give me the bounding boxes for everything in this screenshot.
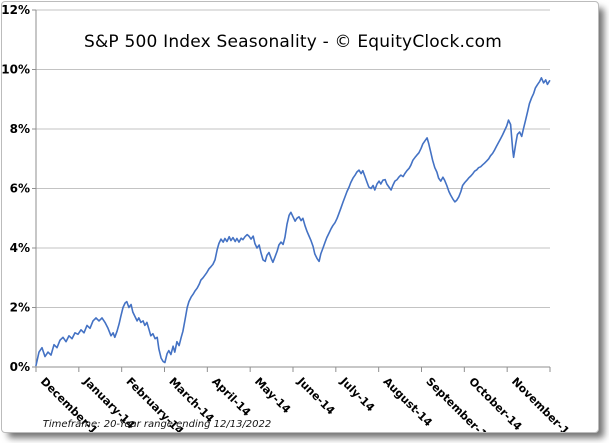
seasonality-line-chart: 0%2%4%6%8%10%12%December-14January-14Feb… [1,3,577,443]
x-axis-tick-label: May-14 [252,375,293,416]
y-axis-tick-label: 12% [2,3,30,17]
timeframe-note: Timeframe: 20-Year range ending 12/13/20… [42,419,272,430]
x-axis-tick-label: June-14 [294,374,337,417]
x-axis-tick-label: July-14 [337,374,377,414]
y-axis-tick-label: 8% [10,122,30,136]
y-axis-tick-label: 0% [10,360,30,374]
y-axis-tick-label: 2% [10,301,30,315]
y-axis-tick-label: 4% [10,241,30,255]
x-axis-tick-label: April-14 [209,375,253,419]
y-axis-tick-label: 6% [10,182,30,196]
chart-title: S&P 500 Index Seasonality - © EquityCloc… [83,32,503,52]
y-axis-tick-label: 10% [2,63,30,77]
chart-frame: S&P 500 Index Seasonality - © EquityCloc… [1,1,599,443]
seasonality-line [35,77,551,367]
